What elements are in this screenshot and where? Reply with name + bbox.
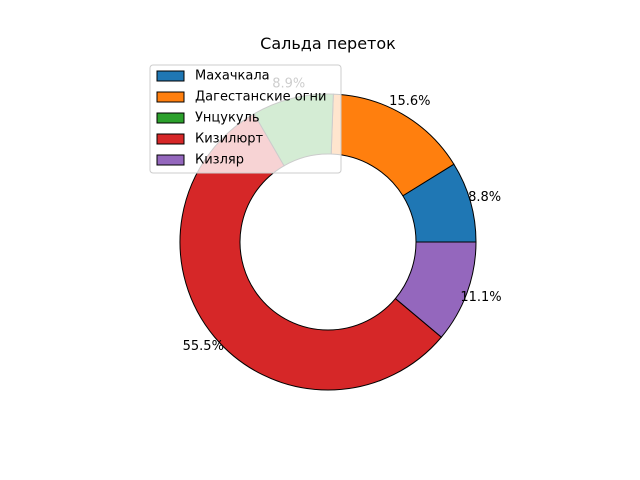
legend-label-3: Кизилюрт <box>195 132 264 147</box>
legend-frame <box>149 64 342 174</box>
chart-title: Сальда переток <box>260 34 396 53</box>
legend-label-2: Унцукуль <box>195 111 259 126</box>
slice-4 <box>394 241 477 338</box>
legend-swatch-0 <box>156 70 185 82</box>
legend-items: Махачкала Дагестанские огни Унцукуль Кизилю… <box>156 69 326 168</box>
legend-label-1: Дагестанские огни <box>195 90 326 105</box>
legend-swatch-4 <box>156 154 185 166</box>
legend-swatch-1 <box>156 91 185 103</box>
percent-label-3: 55.5% <box>183 339 224 354</box>
percent-label-4: 11.1% <box>460 290 501 305</box>
slice-3 <box>179 113 443 391</box>
percent-label-1: 15.6% <box>389 94 430 109</box>
legend: Махачкала Дагестанские огни Унцукуль Кизилю… <box>149 64 342 174</box>
legend-label-4: Кизляр <box>195 153 244 168</box>
percent-label-0: 8.8% <box>468 190 501 205</box>
legend-swatch-3 <box>156 133 185 145</box>
legend-label-0: Махачкала <box>195 69 270 84</box>
legend-swatch-2 <box>156 112 185 124</box>
